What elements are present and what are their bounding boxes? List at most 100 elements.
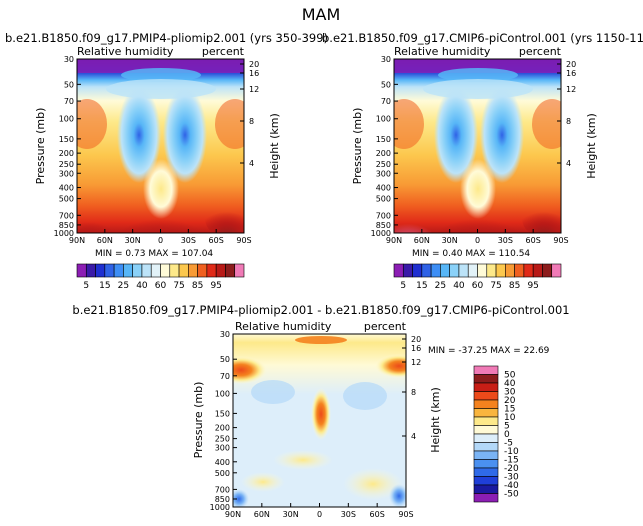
colorbar-a-label: 95 xyxy=(210,281,221,291)
panel-b-y2-tick-label: 4 xyxy=(566,159,571,168)
panel-b-stats: MIN = 0.40 MAX = 110.54 xyxy=(412,249,530,259)
colorbar-a-swatch xyxy=(132,263,143,278)
colorbar-b-label: 40 xyxy=(453,281,465,291)
colorbar-a-swatch xyxy=(123,263,133,278)
panel-c-x-tick-label: 30S xyxy=(341,510,356,519)
panel-c-y2-tick-label: 16 xyxy=(411,344,421,353)
colorbar-b-swatch xyxy=(458,263,469,278)
panel-a-x-tick-label: 30S xyxy=(181,236,196,245)
panel-a-y2-tick-label: 16 xyxy=(249,69,259,78)
panel-a-y-tick-label: 30 xyxy=(64,55,74,64)
panel-b-x-tick-label: 90S xyxy=(553,236,568,245)
colorbar-a-label: 25 xyxy=(118,281,129,291)
panel-c-y-tick-label: 50 xyxy=(220,355,230,364)
panel-c-y2-tick-label: 20 xyxy=(411,335,421,344)
panel-c-y-tick-label: 300 xyxy=(215,444,230,453)
panel-c-x-tick-label: 60N xyxy=(254,510,270,519)
panel-a-ylabel: Pressure (mb) xyxy=(34,108,47,185)
panel-c: 90N 60N 30N 0 30S 60S 90S 30 50 70 100 150 200 25030… xyxy=(210,330,422,519)
colorbar-a-label: 5 xyxy=(83,281,89,291)
panel-a-stats: MIN = 0.73 MAX = 107.04 xyxy=(95,249,213,259)
panel-b-y-tick-label: 200 xyxy=(376,149,391,158)
panel-b-y2-tick-label: 8 xyxy=(566,117,571,126)
panel-c-y-tick-label: 500 xyxy=(215,469,230,478)
panel-b-x-tick-label: 30S xyxy=(498,236,513,245)
panel-a-right-label: percent xyxy=(202,45,245,58)
panel-a-y-tick-label: 50 xyxy=(64,80,74,89)
colorbar-b-swatch xyxy=(412,263,423,278)
colorbar-a-swatch xyxy=(225,263,236,278)
colorbar-b-swatch xyxy=(402,263,413,278)
colorbar-a-label: 60 xyxy=(155,281,167,291)
colorbar-c-swatch xyxy=(473,467,499,477)
panel-c-y-tick-label: 70 xyxy=(220,372,230,381)
panel-b-y-tick-label: 100 xyxy=(376,115,391,124)
colorbar-c-swatch xyxy=(473,425,499,435)
panel-a-y2-tick-label: 4 xyxy=(249,159,254,168)
colorbar-a-swatch xyxy=(76,263,87,278)
panel-a-y-tick-label: 400 xyxy=(59,184,74,193)
panel-b-right-label: percent xyxy=(519,45,562,58)
panel-a-y2-tick-label: 20 xyxy=(249,60,259,69)
colorbar-b-swatch xyxy=(486,263,497,278)
colorbar-c-swatch xyxy=(473,476,499,486)
colorbar-b: 5 15 25 40 60 75 85 95 xyxy=(393,263,562,291)
panel-a-x-ticks: 90N 60N 30N 0 30S 60S 90S xyxy=(69,229,252,245)
colorbar-a-swatch xyxy=(160,263,171,278)
panel-c-y2-tick-label: 8 xyxy=(411,388,416,397)
panel-c-y2label: Height (km) xyxy=(429,387,442,453)
colorbar-c-label: 0 xyxy=(504,430,510,440)
panel-b-x-tick-label: 60N xyxy=(414,236,430,245)
colorbar-a-swatch xyxy=(95,263,106,278)
panel-a-y-tick-label: 200 xyxy=(59,149,74,158)
panel-a-y-tick-label: 500 xyxy=(59,195,74,204)
colorbar-c-label: -5 xyxy=(504,439,513,449)
panel-c-x-tick-label: 90S xyxy=(398,510,413,519)
panel-a-y-tick-label: 70 xyxy=(64,97,74,106)
colorbar-a: 5 15 25 40 60 75 85 95 xyxy=(76,263,245,291)
colorbar-c-swatch xyxy=(473,374,499,384)
colorbar-c-label: 30 xyxy=(504,388,516,398)
colorbar-c-label: -50 xyxy=(504,490,519,500)
panel-b-y2-tick-label: 20 xyxy=(566,60,576,69)
panel-a-y-tick-label: 700 xyxy=(59,211,74,220)
panel-c-right-label: percent xyxy=(364,320,407,333)
panel-b-y-tick-label: 30 xyxy=(381,55,391,64)
panel-b-x-tick-label: 30N xyxy=(442,236,458,245)
panel-b-y2-tick-label: 16 xyxy=(566,69,576,78)
colorbar-b-label: 25 xyxy=(435,281,446,291)
colorbar-c-swatch xyxy=(473,365,499,375)
colorbar-c-label: 40 xyxy=(504,379,516,389)
panel-b-y-tick-label: 50 xyxy=(381,80,391,89)
panel-c-y-tick-label: 150 xyxy=(215,409,230,418)
panel-c-y2-tick-label: 12 xyxy=(411,358,421,367)
panel-a-x-tick-label: 90N xyxy=(69,236,85,245)
panel-c-y-tick-label: 100 xyxy=(215,389,230,398)
colorbar-c-label: 20 xyxy=(504,396,516,406)
colorbar-c-swatch xyxy=(473,450,499,460)
colorbar-b-swatch xyxy=(514,263,525,278)
panel-b-x-tick-label: 90N xyxy=(386,236,402,245)
panel-a-y-tick-label: 250 xyxy=(59,160,74,169)
colorbar-c-swatch xyxy=(473,442,499,452)
colorbar-c-label: -20 xyxy=(504,464,519,474)
panel-c-x-tick-label: 30N xyxy=(283,510,299,519)
panel-a-y2label: Height (km) xyxy=(268,113,281,179)
colorbar-b-label: 5 xyxy=(400,281,406,291)
colorbar-a-swatch xyxy=(215,263,226,278)
colorbar-c-swatch xyxy=(473,391,499,401)
colorbar-c-label: 10 xyxy=(504,413,516,423)
panel-a-y-tick-label: 850 xyxy=(59,221,74,230)
panel-a-x-tick-label: 60N xyxy=(97,236,113,245)
panel-c-y-tick-label: 400 xyxy=(215,458,230,467)
panel-a-left-label: Relative humidity xyxy=(77,45,174,58)
colorbar-b-label: 60 xyxy=(472,281,484,291)
colorbar-c-swatch xyxy=(473,399,499,409)
panel-b-y-tick-label: 850 xyxy=(376,221,391,230)
colorbar-c-swatch xyxy=(473,493,499,503)
colorbar-a-label: 75 xyxy=(173,281,184,291)
